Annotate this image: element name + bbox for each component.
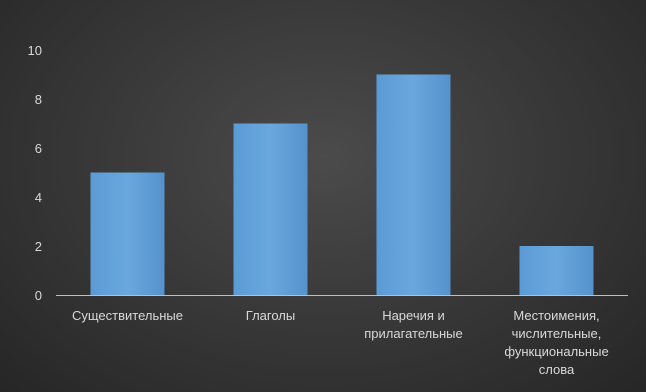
- y-tick-label: 8: [35, 92, 42, 107]
- x-category-label-line: слова: [539, 362, 575, 377]
- x-category-label-line: числительные,: [512, 326, 602, 341]
- x-category-label: Существительные: [72, 308, 183, 323]
- x-category-label-line: Глаголы: [246, 308, 295, 323]
- bar: [376, 74, 451, 295]
- y-tick-label: 10: [28, 43, 42, 58]
- bar: [90, 172, 165, 295]
- x-category-label-line: Местоимения,: [513, 308, 599, 323]
- y-axis-tick-labels: 0 2 4 6 8 10: [28, 43, 42, 303]
- x-category-label-line: функциональные: [504, 344, 608, 359]
- y-tick-label: 4: [35, 190, 42, 205]
- x-category-label: Местоимения, числительные, функциональные с…: [504, 308, 608, 377]
- y-tick-label: 0: [35, 288, 42, 303]
- bar: [519, 246, 594, 295]
- x-category-label: Глаголы: [246, 308, 295, 323]
- y-tick-label: 2: [35, 239, 42, 254]
- bars: [90, 74, 594, 295]
- x-category-label-line: Наречия и: [382, 308, 445, 323]
- x-category-label-line: Существительные: [72, 308, 183, 323]
- y-tick-label: 6: [35, 141, 42, 156]
- x-category-label-line: прилагательные: [364, 326, 462, 341]
- x-axis-category-labels: Существительные Глаголы Наречия и прилагате…: [72, 308, 609, 377]
- bar: [233, 123, 308, 295]
- x-category-label: Наречия и прилагательные: [364, 308, 462, 341]
